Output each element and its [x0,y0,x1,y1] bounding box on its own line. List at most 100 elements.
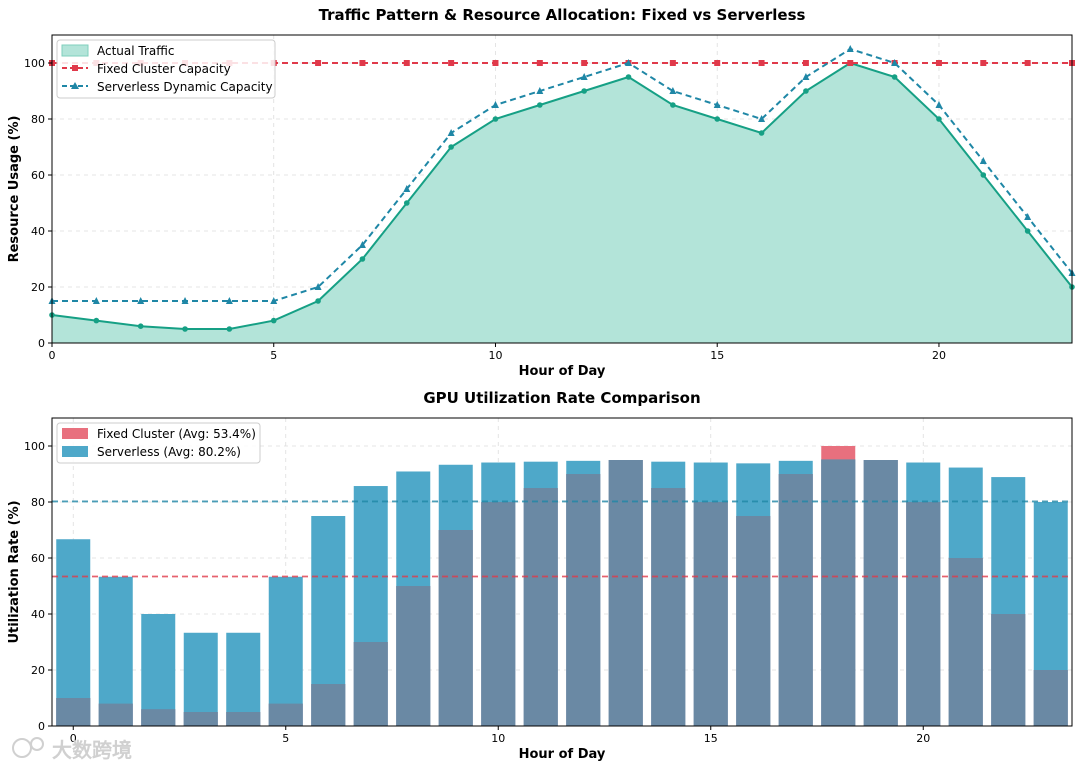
actual-traffic-point [1024,228,1031,234]
watermark-logo-icon-small [30,737,44,751]
actual-traffic-point [936,116,942,122]
gpu-chart: GPU Utilization Rate Comparison 0 5 10 15 20… [7,389,1073,762]
traffic-x-tick-label: 20 [932,349,946,362]
gpu-chart-frame [51,417,1073,727]
serverless-dynamic-capacity-point [846,45,854,52]
serverless-dynamic-capacity-point [580,73,588,80]
overlap-bar [523,488,558,726]
serverless-dynamic-capacity-point [979,157,987,164]
traffic-x-axis-label: Hour of Day [519,364,606,379]
gpu-average-lines [52,500,1072,578]
serverless-dynamic-capacity-point [802,73,810,80]
actual-traffic-point [980,172,987,178]
traffic-y-tick-label: 20 [31,281,45,294]
fixed-cluster-capacity-point [758,60,765,66]
actual-traffic-point [714,116,721,122]
actual-traffic-point [182,326,188,332]
legend-serverless-capacity: Serverless Dynamic Capacity [97,80,273,94]
serverless-dynamic-capacity-point [403,185,411,192]
fixed-cluster-capacity-point [847,60,854,66]
traffic-y-axis-label: Resource Usage (%) [7,116,22,263]
legend-serverless: Serverless (Avg: 80.2%) [97,445,241,459]
traffic-y-tick-label: 0 [38,337,45,350]
gpu-y-tick-label: 100 [24,440,45,453]
overlap-bar [1033,670,1068,726]
serverless-bar [268,576,303,726]
serverless-dynamic-capacity-point [713,101,721,108]
actual-traffic-point [670,102,676,108]
overlap-bar [608,460,643,726]
overlap-bar [56,698,91,726]
fixed-cluster-capacity-point [536,60,543,66]
actual-traffic-area [52,63,1072,343]
gpu-x-tick-label: 15 [704,732,718,745]
serverless-bar [56,539,91,726]
actual-traffic-point [492,116,499,122]
overlap-bar [736,516,771,726]
gpu-y-tick-label: 40 [31,608,45,621]
overlap-bar [183,712,218,726]
legend-actual-traffic-swatch [61,44,89,57]
traffic-x-tick-label: 0 [49,349,56,362]
gpu-y-axis-label: Utilization Rate (%) [7,500,22,643]
traffic-legend-box [56,39,276,99]
overlap-bar [693,502,728,726]
overlap-bar [566,474,601,726]
overlap-bar [98,703,133,726]
fixed-cluster-capacity-point [492,60,499,66]
fixed-cluster-capacity-point [669,60,676,66]
fixed-cluster-capacity-point [802,60,809,66]
fixed-cluster-capacity-point [315,60,322,66]
overlap-bar [481,502,516,726]
serverless-dynamic-capacity-point [491,101,499,108]
gpu-x-tick-label: 10 [491,732,505,745]
overlap-bar [311,684,346,726]
traffic-y-tick-label: 80 [31,113,45,126]
actual-traffic-point [270,317,277,324]
traffic-y-tick-label: 100 [24,57,45,70]
overlap-bar [991,614,1026,726]
serverless-dynamic-capacity-point [137,297,145,304]
traffic-y-tick-label: 60 [31,169,45,182]
actual-traffic-point [581,88,587,94]
serverless-dynamic-capacity-point [536,87,544,94]
traffic-chart-title: Traffic Pattern & Resource Allocation: F… [319,6,806,24]
serverless-dynamic-capacity-point [891,59,899,66]
traffic-y-tick-label: 40 [31,225,45,238]
traffic-x-tick-label: 5 [270,349,277,362]
traffic-chart-frame [51,34,1073,344]
gpu-x-tick-label: 0 [70,732,77,745]
traffic-x-tick-label: 10 [488,349,502,362]
fixed-cluster-capacity-point [980,60,987,66]
overlap-bar [651,488,686,726]
serverless-dynamic-capacity-point [314,283,322,290]
overlap-bar [226,712,261,726]
serverless-dynamic-capacity-point [270,297,278,304]
serverless-dynamic-capacity-point [358,241,366,248]
serverless-dynamic-capacity-line [52,47,1073,302]
fixed-cluster-capacity-point [403,60,410,66]
traffic-area [52,63,1072,343]
actual-traffic-point [891,74,898,80]
overlap-bar [863,460,898,726]
gpu-legend: Fixed Cluster (Avg: 53.4%) Serverless (A… [56,422,261,464]
gpu-x-ticks: 0 5 10 15 20 [70,726,930,745]
actual-traffic-point [448,144,454,150]
overlap-bar [396,586,431,726]
serverless-dynamic-capacity-point [669,87,677,94]
overlap-bar [778,474,813,726]
overlap-bar [906,502,941,726]
overlap-bar [268,703,303,726]
fixed-cluster-capacity-point [359,60,366,66]
traffic-y-ticks: 0 20 40 60 80 100 [24,57,52,350]
overlap-bar [438,530,473,726]
watermark: 大数跨境 [12,737,132,762]
actual-traffic-point [403,200,410,206]
fixed-cluster-capacity-point [448,60,455,66]
actual-traffic-point [137,323,144,330]
gpu-chart-title: GPU Utilization Rate Comparison [423,389,700,407]
overlap-bar [948,558,983,726]
gpu-y-tick-label: 0 [38,720,45,733]
fixed-cluster-capacity-point [714,60,721,66]
